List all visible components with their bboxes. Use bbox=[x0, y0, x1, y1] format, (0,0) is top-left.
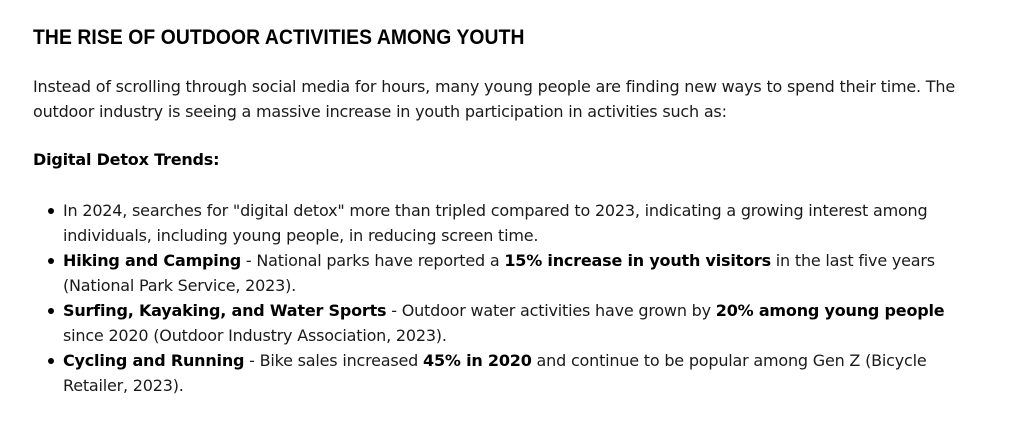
list-item-title: Hiking and Camping bbox=[63, 251, 242, 270]
list-item-text: In 2024, searches for "digital detox" mo… bbox=[63, 201, 928, 245]
bullet-icon bbox=[48, 358, 54, 364]
list-item-highlight: 15% increase in youth visitors bbox=[504, 251, 771, 270]
list-item-text: in the last five years (National Park Se… bbox=[63, 251, 935, 295]
bullet-icon bbox=[48, 308, 54, 314]
list-item-text: and continue to be popular among Gen Z (… bbox=[63, 351, 927, 395]
intro-paragraph: Instead of scrolling through social medi… bbox=[33, 77, 955, 121]
article-heading: THE RISE OF OUTDOOR ACTIVITIES AMONG YOU… bbox=[33, 26, 525, 49]
digital-detox-subheading: Digital Detox Trends: bbox=[33, 150, 220, 169]
trends-list: In 2024, searches for "digital detox" mo… bbox=[33, 198, 983, 398]
list-item-highlight: 20% among young people bbox=[715, 301, 945, 320]
bullet-icon bbox=[48, 258, 54, 264]
list-item-hiking-camping: Hiking and Camping - National parks have… bbox=[33, 248, 983, 298]
list-item-title: Surfing, Kayaking, and Water Sports bbox=[63, 301, 387, 320]
list-item-digital-detox: In 2024, searches for "digital detox" mo… bbox=[33, 198, 983, 248]
list-item-highlight: 45% in 2020 bbox=[423, 351, 532, 370]
list-item-cycling-running: Cycling and Running - Bike sales increas… bbox=[33, 348, 983, 398]
list-item-title: Cycling and Running bbox=[63, 351, 245, 370]
article: THE RISE OF OUTDOOR ACTIVITIES AMONG YOU… bbox=[33, 24, 983, 398]
list-item-water-sports: Surfing, Kayaking, and Water Sports - Ou… bbox=[33, 298, 983, 348]
bullet-icon bbox=[48, 208, 54, 214]
list-item-text: - Bike sales increased bbox=[244, 351, 424, 370]
list-item-text: since 2020 (Outdoor Industry Association… bbox=[63, 326, 447, 345]
list-item-text: - National parks have reported a bbox=[241, 251, 505, 270]
list-item-text: - Outdoor water activities have grown by bbox=[386, 301, 716, 320]
